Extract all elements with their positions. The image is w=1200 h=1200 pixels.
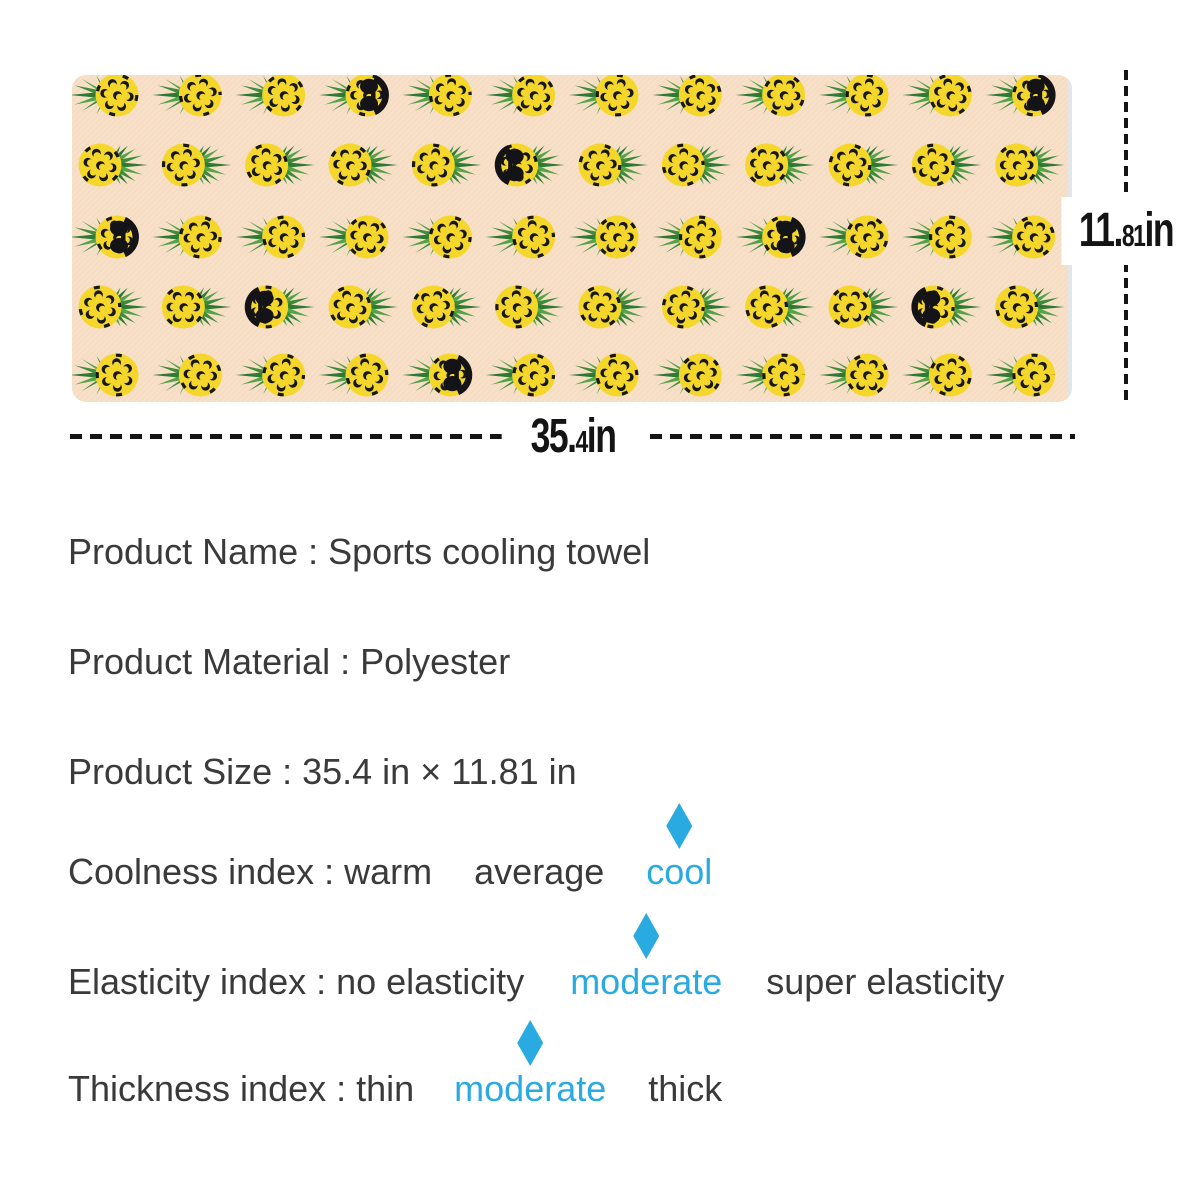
coolness-index-text: Coolness index : warm (68, 851, 433, 892)
pickleball-pineapple-motif (245, 143, 315, 187)
thickness-index-row: Thickness index : thin moderate thick (68, 1020, 723, 1110)
sunglasses-icon (911, 287, 941, 327)
sunglasses-icon (244, 287, 274, 327)
sunglasses-icon (110, 217, 139, 257)
pickleball-pineapple-motif (72, 353, 139, 397)
pickleball-pineapple-motif (152, 353, 222, 397)
thickness-index-text: Thickness index : thin (68, 1068, 415, 1109)
pickleball-pineapple-motif (828, 285, 898, 329)
pickleball-pineapple-motif-sunglasses (319, 75, 389, 117)
elasticity-index-text: super elasticity (766, 961, 1005, 1002)
coolness-index-selected-value: cool (646, 803, 712, 893)
width-dimension-value: 35.4in (530, 410, 617, 463)
coolness-index-text: average (474, 851, 605, 892)
pickleball-pineapple-motif (152, 215, 222, 259)
pickleball-pineapple-motif (652, 75, 722, 117)
pickleball-pineapple-motif (578, 143, 648, 187)
pickleball-pineapple-motif (995, 143, 1065, 187)
sunglasses-icon (776, 217, 806, 257)
pickleball-pineapple-motif (819, 75, 889, 117)
pickleball-pineapple-motif (578, 285, 648, 329)
pickleball-pineapple-motif (235, 75, 306, 117)
product-material-row: Product Material : Polyester (68, 641, 510, 683)
towel-pattern (72, 75, 1065, 397)
product-name-text: Product Name : Sports cooling towel (68, 531, 651, 572)
pickleball-pineapple-motif (319, 215, 389, 259)
height-dimension-value: 11.81in (1078, 204, 1175, 257)
product-size-text: Product Size : 35.4 in × 11.81 in (68, 751, 577, 792)
pickleball-pineapple-motif (328, 143, 398, 187)
pickleball-pineapple-motif (319, 353, 389, 397)
pickleball-pineapple-motif (411, 285, 482, 329)
pickleball-pineapple-motif-sunglasses (985, 75, 1056, 117)
pickleball-pineapple-motif (402, 215, 472, 259)
pickleball-pineapple-motif (411, 143, 482, 187)
product-name-row: Product Name : Sports cooling towel (68, 531, 650, 573)
elasticity-index-selected-value: moderate (570, 913, 722, 1003)
thickness-index-selected-value: moderate (454, 1020, 606, 1110)
pickleball-pineapple-motif (902, 353, 972, 397)
pickleball-pineapple-motif (985, 215, 1056, 259)
pickleball-pineapple-motif-sunglasses (735, 215, 806, 259)
elasticity-index-row: Elasticity index : no elasticity moderate… (68, 913, 1005, 1003)
pickleball-pineapple-motif (78, 285, 148, 329)
product-size-row: Product Size : 35.4 in × 11.81 in (68, 751, 577, 793)
indicator-diamond-icon (666, 803, 693, 849)
pickleball-pineapple-motif (569, 215, 639, 259)
towel-product-image (72, 75, 1072, 402)
coolness-index-row: Coolness index : warm average cool (68, 803, 712, 893)
pickleball-pineapple-motif (161, 285, 232, 329)
pickleball-pineapple-motif (828, 143, 898, 187)
pickleball-pineapple-motif (569, 353, 639, 397)
pickleball-pineapple-motif (328, 285, 398, 329)
pickleball-pineapple-motif (78, 143, 148, 187)
sunglasses-icon (443, 355, 473, 395)
pickleball-pineapple-motif (569, 75, 639, 117)
pickleball-pineapple-motif (745, 285, 815, 329)
pickleball-pineapple-motif (745, 143, 815, 187)
pickleball-pineapple-motif (995, 285, 1065, 329)
pickleball-pineapple-motif (235, 353, 306, 397)
pickleball-pineapple-motif-sunglasses (494, 143, 565, 187)
sunglasses-icon (360, 75, 389, 115)
pickleball-pineapple-motif (661, 143, 732, 187)
pickleball-pineapple-motif-sunglasses (72, 215, 139, 259)
pickleball-pineapple-motif (911, 143, 982, 187)
width-dimension-label: 35.4in (501, 407, 645, 467)
pickleball-pineapple-motif (735, 75, 806, 117)
pickleball-pineapple-motif (985, 353, 1056, 397)
pickleball-pineapple-motif (902, 215, 972, 259)
product-material-text: Product Material : Polyester (68, 641, 511, 682)
pickleball-pineapple-motif (819, 353, 889, 397)
pickleball-pineapple-motif-sunglasses (911, 285, 982, 329)
sunglasses-icon (494, 145, 524, 185)
pickleball-pineapple-motif (235, 215, 306, 259)
pickleball-pineapple-motif (652, 353, 722, 397)
pickleball-pineapple-motif (902, 75, 972, 117)
indicator-diamond-icon (517, 1020, 544, 1066)
pickleball-pineapple-motif (495, 285, 565, 329)
pickleball-pineapple-motif (402, 75, 472, 117)
thickness-index-text: thick (648, 1068, 723, 1109)
pickleball-pineapple-motif (152, 75, 222, 117)
pickleball-pineapple-motif (485, 75, 556, 117)
pickleball-pineapple-motif (485, 215, 556, 259)
indicator-diamond-icon (633, 913, 660, 959)
pickleball-pineapple-motif-sunglasses (402, 353, 473, 397)
elasticity-index-text: Elasticity index : no elasticity (68, 961, 525, 1002)
pickleball-pineapple-motif (161, 143, 232, 187)
pickleball-pineapple-motif (652, 215, 722, 259)
pickleball-pineapple-motif (485, 353, 556, 397)
pickleball-pineapple-motif (661, 285, 732, 329)
pickleball-pineapple-motif (72, 75, 139, 117)
pickleball-pineapple-motif (819, 215, 889, 259)
pickleball-pineapple-motif-sunglasses (244, 285, 315, 329)
sunglasses-icon (1026, 75, 1056, 115)
pickleball-pineapple-motif (735, 353, 806, 397)
height-dimension-label: 11.81in (1061, 197, 1191, 265)
